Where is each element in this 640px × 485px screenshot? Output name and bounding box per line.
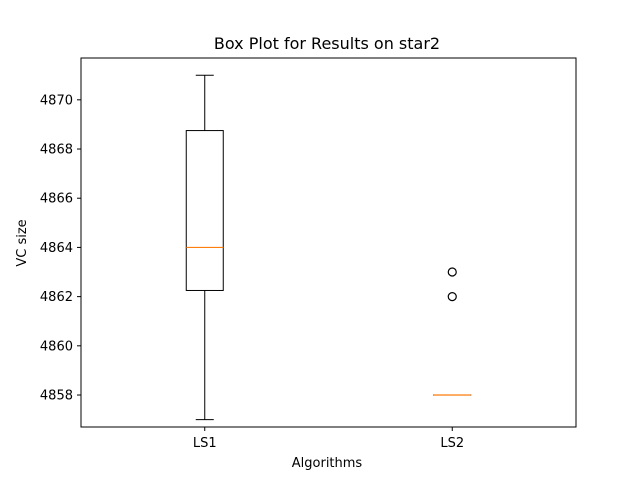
y-tick-label: 4858 — [40, 389, 73, 404]
y-tick-label: 4862 — [40, 290, 73, 305]
x-tick-label: LS2 — [440, 436, 464, 451]
chart-title: Box Plot for Results on star2 — [214, 34, 440, 53]
y-tick-label: 4860 — [40, 339, 73, 354]
y-tick-label: 4870 — [40, 93, 73, 108]
x-axis-label: Algorithms — [292, 456, 363, 471]
y-tick-label: 4864 — [40, 241, 73, 256]
x-tick-label: LS1 — [193, 436, 217, 451]
y-axis-label: VC size — [15, 219, 30, 266]
y-tick-label: 4868 — [40, 143, 73, 158]
y-tick-label: 4866 — [40, 192, 73, 207]
